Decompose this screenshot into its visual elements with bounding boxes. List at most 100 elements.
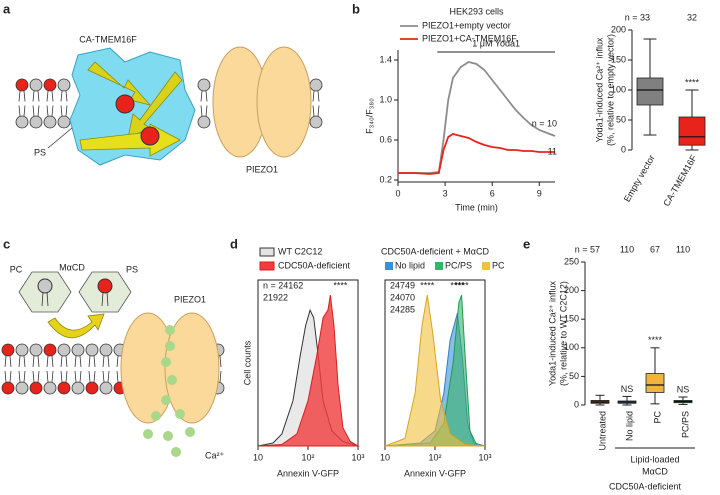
lipid-head [57,115,71,129]
significance: **** [648,335,663,345]
ca-ion [161,395,171,405]
y-tick-label: 200 [564,285,579,295]
legend-swatch [385,262,393,270]
group-label: Lipid-loaded [630,454,679,464]
stimulus-label: 1 μM Yoda1 [472,38,520,48]
lipid-tail [41,291,49,307]
lipid-head [1,343,15,357]
lipid-head [85,343,99,357]
n-label: 67 [650,244,660,254]
panel-label: e [523,236,530,251]
lipid-tail [74,370,82,383]
y-tick-label: 0.2 [379,174,392,184]
lipid-tail [60,355,68,368]
panel-label: d [230,236,238,251]
y-axis-label: (%, relative to empty vector) [605,34,615,146]
significance: NS [621,384,634,394]
lipid-tail [312,90,320,102]
significance: **** [420,280,435,290]
x-tick-label: 9 [537,188,542,198]
count-label: n = 24162 [263,280,303,290]
lipid-head [43,343,57,357]
lipid-head [97,278,113,294]
legend-label: PIEZO1+empty vector [422,20,511,30]
legend-swatch [482,262,491,270]
lipid-head [99,343,113,357]
x-tick-label: CA-TMEM16F [661,153,699,208]
piezo-lobe [164,312,220,424]
series-end-label: 11 [548,146,557,156]
legend-label: PC [492,260,505,270]
lipid-head [29,343,43,357]
y-tick-label: 150 [611,54,626,64]
lipid-head [309,78,323,92]
lipid-head [15,115,29,129]
x-tick-label: 0 [395,188,400,198]
count-label: 21922 [263,292,288,302]
box [645,373,665,393]
lipid-tail [18,90,26,102]
panel-label: c [3,236,10,251]
lipid-tail [102,370,110,383]
lipid-tail [312,105,320,117]
ps-head [140,126,160,146]
lipid-tail [200,105,208,117]
lipid-tail [18,355,26,368]
lipid-head [71,381,85,395]
lipid-tail [46,370,54,383]
ca-ion [151,411,161,421]
x-axis-label: Annexin V-GFP [404,468,466,478]
n-label: 32 [687,12,697,22]
n-label: 110 [676,244,690,254]
x-tick-label: 10³ [478,452,491,462]
label: PS [126,264,138,274]
lipid-head [15,78,29,92]
lipid-head [43,78,57,92]
x-tick-label: PC [652,411,662,424]
lipid-tail [32,105,40,117]
lipid-head [57,343,71,357]
y-tick-label: 150 [564,314,579,324]
lipid-tail [200,90,208,102]
lipid-tail [32,370,40,383]
significance: **** [685,77,700,87]
ca-ion [163,431,173,441]
y-axis-label: Cell counts [242,340,252,385]
lipid-tail [46,105,54,117]
chart-title: HEK293 cells [449,6,504,16]
x-tick-label: 10 [380,452,390,462]
ca-ion [167,375,177,385]
pointer [47,127,73,149]
legend-label: WT C2C12 [278,246,322,256]
lipid-tail [102,355,110,368]
count-label: 24070 [390,292,415,302]
label: PS [34,147,46,157]
lipid-head [57,381,71,395]
y-axis-label: F₃₄₀/F₃₈₀ [364,98,374,134]
arrow [47,313,105,339]
x-tick-label: 3 [443,188,448,198]
x-tick-label: 6 [490,188,495,198]
lipid-tail [46,355,54,368]
count-label: 24285 [390,304,415,314]
y-tick-label: 250 [564,256,579,266]
diagrams [1,46,323,457]
x-tick-label: 10 [253,452,263,462]
lipid-head [85,381,99,395]
y-tick-label: 50 [569,371,579,381]
ca-ion [165,341,175,351]
lipid-tail [88,355,96,368]
lipid-head [197,78,211,92]
legend-label: PC/PS [445,260,472,270]
legend-swatch [259,247,275,257]
significance: **** [450,280,465,290]
x-axis-label: Time (min) [455,202,498,212]
label: Ca²⁺ [205,450,225,460]
y-tick-label: 1.4 [379,54,392,64]
lipid-head [99,381,113,395]
lipid-head [15,381,29,395]
ca-ion [171,447,181,457]
ca-ion [175,409,185,419]
ca-ion [143,429,153,439]
